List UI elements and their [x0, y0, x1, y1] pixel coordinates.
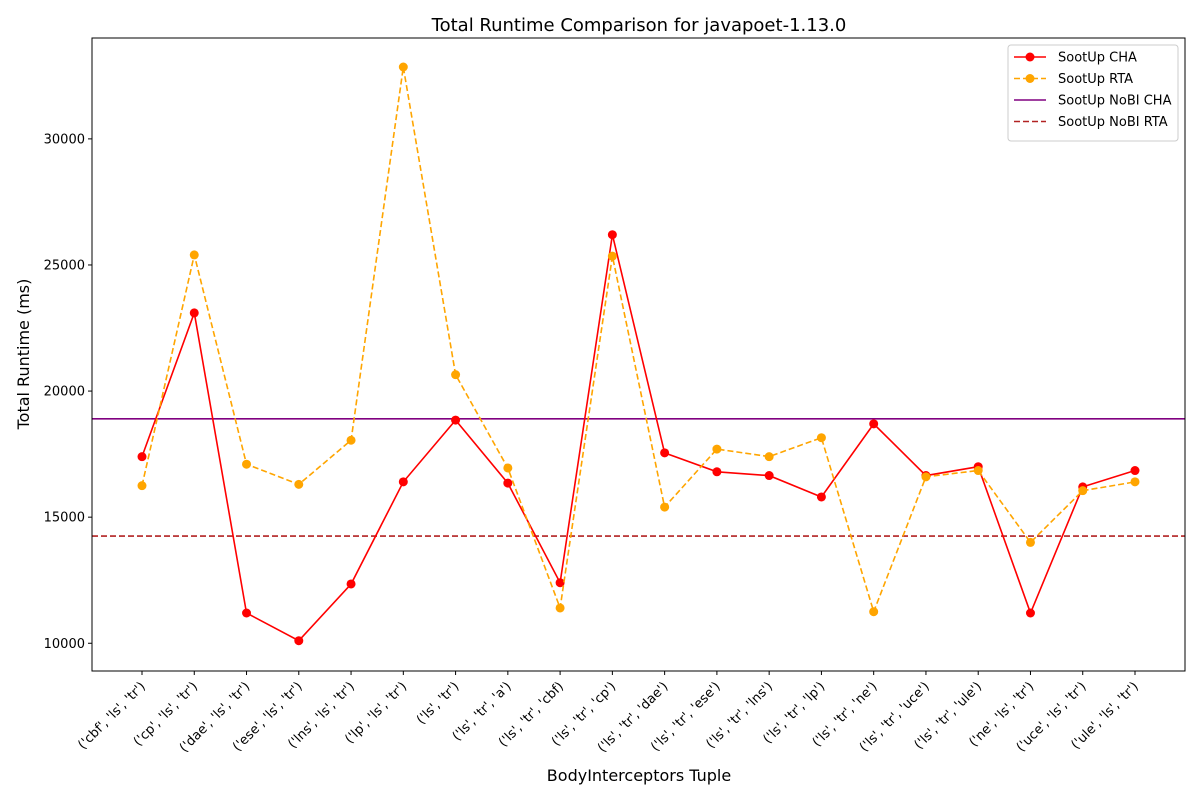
- series-line-1: [141, 234, 1136, 642]
- series-2-point: [607, 251, 617, 261]
- series-1-point: [294, 636, 304, 646]
- series-1-point: [1130, 466, 1140, 476]
- legend-box: [1007, 44, 1179, 142]
- series-2-point: [764, 452, 774, 462]
- y-tick-label: 15000: [44, 511, 85, 526]
- series-1-point: [346, 579, 356, 589]
- series-line-2: [141, 66, 1136, 615]
- series-2-point: [346, 435, 356, 445]
- legend-label-3: SootUp NoBI CHA: [1058, 94, 1172, 109]
- y-tick-label: 10000: [44, 637, 85, 652]
- series-2-point: [1130, 477, 1140, 487]
- series-2-point: [1025, 537, 1035, 547]
- series-2-point: [555, 603, 565, 613]
- series-1-point: [869, 419, 879, 429]
- y-tick-label: 25000: [44, 258, 85, 273]
- series-1-point: [398, 477, 408, 487]
- series-2-point: [869, 607, 879, 617]
- series-2-point: [189, 250, 199, 260]
- series-2-point: [1078, 486, 1088, 496]
- x-axis-label: BodyInterceptors Tuple: [547, 766, 731, 785]
- legend: SootUp CHA SootUp RTA SootUp NoBI CHA SootU…: [1007, 44, 1179, 142]
- series-2-point: [973, 466, 983, 476]
- series-2-point: [816, 433, 826, 443]
- series-1-point: [242, 608, 252, 618]
- plot-frame: [91, 37, 1186, 672]
- series-2-point: [242, 459, 252, 469]
- legend-label-2: SootUp RTA: [1058, 72, 1133, 87]
- y-axis: 10000 15000 20000 25000 30000: [44, 132, 92, 652]
- series-2-point: [294, 479, 304, 489]
- x-tick-label: ('ls', 'tr'): [414, 679, 462, 727]
- y-axis-label: Total Runtime (ms): [14, 279, 33, 431]
- legend-label-1: SootUp CHA: [1058, 51, 1137, 66]
- series-1-point: [607, 230, 617, 240]
- series-2-point: [503, 463, 513, 473]
- series-1-point: [660, 448, 670, 458]
- series-2-point: [451, 370, 461, 380]
- series-2-point: [660, 502, 670, 512]
- series-1-point: [1025, 608, 1035, 618]
- series-1-point: [712, 467, 722, 477]
- legend-label-4: SootUp NoBI RTA: [1058, 115, 1168, 130]
- series-2-point: [137, 481, 147, 491]
- chart-title: Total Runtime Comparison for javapoet-1.…: [431, 15, 847, 36]
- plot-marks: [92, 62, 1185, 646]
- series-1-point: [451, 415, 461, 425]
- series-1-point: [503, 478, 513, 488]
- series-1-point: [555, 578, 565, 588]
- y-tick-label: 30000: [44, 132, 85, 147]
- y-tick-label: 20000: [44, 385, 85, 400]
- series-2-point: [712, 444, 722, 454]
- series-1-point: [816, 492, 826, 502]
- series-1-point: [764, 471, 774, 481]
- legend-marker-1: [1025, 52, 1035, 62]
- x-axis: ('cbf', 'ls', 'tr')('cp', 'ls', 'tr')('d…: [75, 671, 1142, 756]
- legend-marker-2: [1025, 74, 1035, 83]
- series-1-point: [189, 308, 199, 318]
- series-1-point: [137, 452, 147, 462]
- series-2-point: [921, 472, 931, 482]
- series-2-point: [398, 62, 408, 72]
